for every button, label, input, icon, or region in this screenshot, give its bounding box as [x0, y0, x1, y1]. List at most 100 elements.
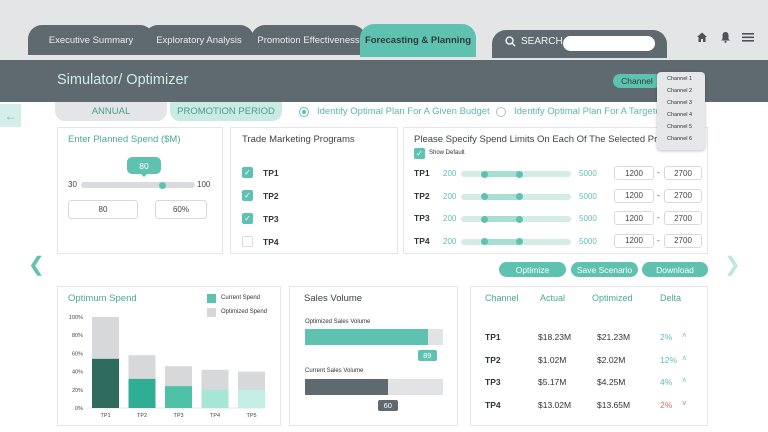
- channel-dropdown-button[interactable]: Channel: [613, 74, 661, 88]
- bubble-pointer: [140, 173, 148, 177]
- table-cell-delta: 2%: [660, 399, 673, 410]
- optimize-button[interactable]: Optimize: [499, 262, 566, 277]
- search-label: SEARCH: [505, 36, 563, 47]
- program-label: TP2: [263, 191, 279, 201]
- check-icon: ✓: [244, 168, 251, 177]
- limit-low-handle[interactable]: [481, 238, 489, 245]
- option-given-budget[interactable]: Identify Optimal Plan For A Given Budget: [299, 106, 490, 117]
- y-tick-label: 20%: [72, 388, 83, 394]
- limit-low-handle[interactable]: [481, 193, 489, 200]
- current-spend-bar[interactable]: [92, 358, 119, 408]
- back-arrow-button[interactable]: ←: [0, 104, 21, 127]
- spend-percent-input[interactable]: 60%: [155, 200, 207, 219]
- show-default-checkbox[interactable]: ✓: [414, 148, 425, 159]
- spend-limits-title: Please Specify Spend Limits On Each Of T…: [414, 134, 662, 145]
- limit-high-handle[interactable]: [516, 238, 524, 245]
- table-cell-channel: TP2: [485, 354, 501, 365]
- spend-slider[interactable]: [81, 182, 195, 188]
- limit-min-label: 200: [443, 236, 457, 246]
- limit-low-input[interactable]: 1200: [614, 211, 654, 225]
- save-scenario-button[interactable]: Save Scenario: [571, 262, 638, 277]
- program-checkbox[interactable]: ✓: [242, 167, 253, 178]
- tab-exploratory-analysis[interactable]: Exploratory Analysis: [144, 25, 254, 55]
- subtab-promotion-period[interactable]: PROMOTION PERIOD: [170, 102, 282, 121]
- limit-high-handle[interactable]: [516, 215, 524, 223]
- spend-slider-handle[interactable]: [158, 181, 166, 189]
- channel-table-panel: [470, 286, 708, 426]
- current-volume-value: 60: [377, 400, 398, 411]
- channel-option[interactable]: Channel 2: [667, 88, 693, 94]
- current-spend-bar[interactable]: [238, 389, 265, 408]
- option-label: Identify Optimal Plan For A Given Budget: [317, 106, 490, 117]
- limit-row-label: TP1: [414, 168, 430, 178]
- channel-option[interactable]: Channel 4: [667, 112, 693, 118]
- tab-forecasting-planning[interactable]: Forecasting & Planning: [360, 24, 476, 57]
- limit-max-label: 5000: [579, 214, 597, 223]
- tab-executive-summary[interactable]: Executive Summary: [28, 25, 154, 55]
- y-tick-label: 80%: [72, 333, 83, 339]
- home-icon[interactable]: [696, 31, 708, 43]
- bell-icon[interactable]: [720, 31, 731, 43]
- spend-value-input[interactable]: 80: [68, 200, 138, 219]
- current-spend-bar[interactable]: [165, 386, 192, 408]
- table-cell-actual: $5.17M: [538, 377, 567, 387]
- program-label: TP1: [263, 168, 279, 178]
- next-arrow-icon[interactable]: ❯: [724, 254, 741, 276]
- option-label: Identify Optimal Plan For A Targeted: [514, 106, 666, 117]
- limit-min-label: 200: [443, 214, 457, 223]
- limit-high-input[interactable]: 2700: [664, 188, 702, 203]
- tab-promotion-effectiveness[interactable]: Promotion Effectiveness: [251, 25, 366, 55]
- table-cell-optimized: $21.23M: [597, 332, 631, 342]
- limit-low-input[interactable]: 1200: [614, 188, 654, 203]
- program-checkbox[interactable]: ✓: [242, 213, 253, 224]
- table-cell-actual: $13.02M: [538, 399, 572, 410]
- program-checkbox[interactable]: [242, 236, 253, 247]
- spend-value-bubble: 80: [127, 157, 161, 174]
- table-cell-channel: TP1: [485, 332, 501, 342]
- programs-panel: [230, 127, 398, 254]
- current-spend-bar[interactable]: [201, 389, 229, 408]
- limit-high-input[interactable]: 2700: [664, 211, 702, 225]
- search-input[interactable]: [563, 36, 655, 51]
- option-targeted[interactable]: Identify Optimal Plan For A Targeted: [496, 106, 666, 117]
- current-spend-bar[interactable]: [128, 378, 156, 408]
- program-checkbox[interactable]: ✓: [242, 190, 253, 201]
- program-label: TP3: [263, 214, 279, 224]
- channel-option[interactable]: Channel 6: [667, 136, 693, 142]
- chevron-up-icon: ˄: [682, 376, 687, 385]
- channel-option[interactable]: Channel 3: [667, 100, 693, 106]
- download-button[interactable]: Download: [642, 262, 708, 277]
- channel-option[interactable]: Channel 1: [667, 76, 693, 82]
- optimum-spend-title: Optimum Spend: [68, 293, 137, 304]
- current-volume-label: Current Sales Volume: [305, 368, 364, 374]
- radio-unselected-icon[interactable]: [496, 106, 506, 117]
- limit-low-handle[interactable]: [481, 170, 489, 178]
- table-cell-actual: $18.23M: [538, 332, 572, 342]
- limit-separator: -: [657, 235, 660, 245]
- spend-max-label: 100: [197, 180, 211, 189]
- radio-selected-icon[interactable]: [299, 106, 309, 117]
- table-header-optimized: Optimized: [592, 293, 633, 303]
- table-cell-actual: $1.02M: [538, 354, 567, 365]
- table-header-channel: Channel: [485, 293, 519, 303]
- limit-row-label: TP3: [414, 213, 430, 223]
- channel-option[interactable]: Channel 5: [667, 124, 693, 130]
- prev-arrow-icon[interactable]: ❮: [28, 254, 45, 276]
- limit-low-input[interactable]: 1200: [614, 233, 654, 248]
- x-tick-label: TP4: [210, 413, 220, 419]
- x-tick-label: TP2: [137, 413, 147, 419]
- menu-icon[interactable]: [742, 31, 754, 43]
- optimum-spend-chart: 0% 20% 40% 60% 80% 100% TP1 TP2 TP3 TP4 TP5: [69, 315, 265, 419]
- search-icon[interactable]: [505, 36, 516, 47]
- limit-high-input[interactable]: 2700: [664, 233, 702, 248]
- limit-high-handle[interactable]: [516, 193, 524, 200]
- chevron-down-icon: ˅: [682, 398, 687, 408]
- limit-low-input[interactable]: 1200: [614, 166, 654, 180]
- limit-high-handle[interactable]: [516, 170, 524, 178]
- subtab-annual[interactable]: ANNUAL: [55, 102, 167, 121]
- y-tick-label: 0%: [75, 406, 83, 412]
- limit-high-input[interactable]: 2700: [664, 166, 702, 180]
- y-tick-label: 100%: [69, 315, 83, 321]
- limit-low-handle[interactable]: [481, 215, 489, 223]
- program-label: TP4: [263, 237, 279, 247]
